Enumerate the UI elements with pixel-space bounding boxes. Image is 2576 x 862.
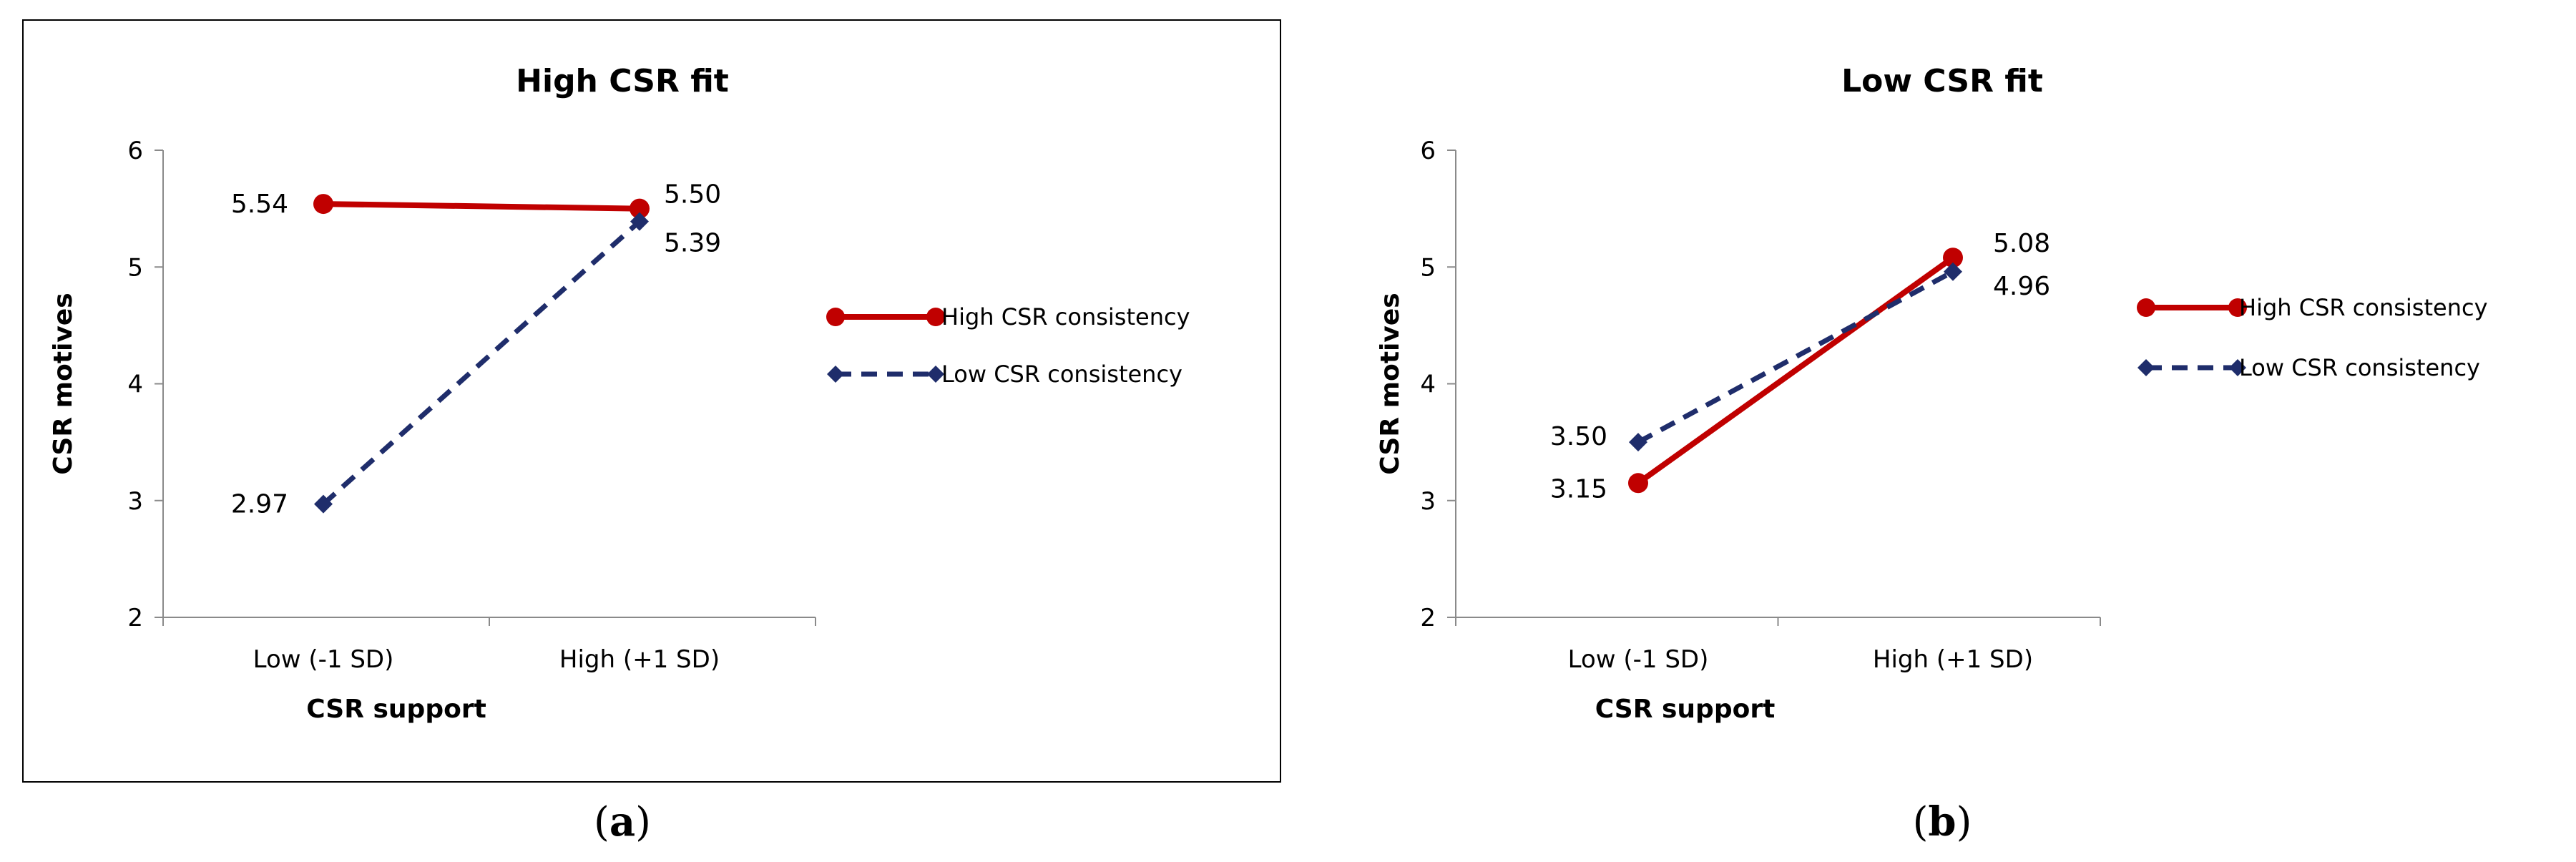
legend-label: Low CSR consistency (941, 361, 1182, 388)
x-tick-label: High (+1 SD) (559, 645, 720, 674)
y-tick-label: 3 (1420, 487, 1436, 516)
x-axis-label: CSR support (1595, 695, 1776, 724)
data-point-diamond (1629, 433, 1647, 452)
legend-marker-circle (826, 308, 845, 326)
data-label: 5.08 (1993, 229, 2050, 258)
chart-title: High CSR fit (516, 63, 729, 99)
series-line-low-consistency (321, 219, 642, 506)
data-point-circle (313, 194, 333, 215)
y-tick-label: 2 (1420, 604, 1436, 632)
panel-frame (22, 19, 1281, 783)
data-label: 4.96 (1993, 272, 2050, 301)
legend-marker-circle (2137, 298, 2155, 317)
legend-label: Low CSR consistency (2239, 354, 2480, 381)
data-point-diamond (630, 212, 649, 231)
legend-marker-diamond (2229, 359, 2246, 376)
x-axis-label: CSR support (306, 695, 486, 724)
data-label: 5.39 (664, 229, 721, 258)
data-label: 5.54 (231, 190, 288, 219)
data-point-circle (1628, 473, 1648, 494)
y-tick-label: 4 (127, 371, 143, 399)
x-tick-label: High (+1 SD) (1873, 645, 2033, 674)
data-label: 3.15 (1550, 474, 1607, 504)
series-line-high-consistency (1636, 255, 1955, 486)
data-point-diamond (1944, 262, 1962, 281)
y-tick-label: 4 (1420, 371, 1436, 399)
legend-marker-diamond (827, 366, 844, 383)
panel-caption: (a) (594, 798, 651, 846)
legend-marker-diamond (927, 366, 944, 383)
series-line-high-consistency (323, 201, 640, 212)
legend-marker-diamond (2137, 359, 2155, 376)
y-tick-label: 6 (127, 137, 143, 165)
legend-marker-circle (2228, 298, 2247, 317)
y-tick-label: 3 (127, 487, 143, 516)
y-tick-label: 5 (1420, 253, 1436, 282)
y-axis-label: CSR motives (1376, 293, 1405, 474)
x-tick-label: Low (-1 SD) (253, 645, 394, 674)
data-label: 5.50 (664, 180, 721, 210)
legend-marker-circle (926, 308, 945, 326)
y-tick-label: 5 (127, 253, 143, 282)
y-axis-label: CSR motives (49, 293, 78, 474)
data-point-diamond (314, 494, 333, 514)
panel-caption: (b) (1913, 798, 1972, 846)
series-line-low-consistency (1637, 269, 1954, 445)
y-tick-label: 6 (1420, 137, 1436, 165)
chart-title: Low CSR fit (1841, 63, 2043, 99)
data-label: 2.97 (231, 490, 288, 519)
legend-label: High CSR consistency (2239, 294, 2488, 321)
data-label: 3.50 (1550, 422, 1607, 451)
x-tick-label: Low (-1 SD) (1568, 645, 1709, 674)
data-point-circle (1943, 248, 1963, 268)
y-tick-label: 2 (127, 604, 143, 632)
data-point-circle (630, 198, 650, 219)
legend-label: High CSR consistency (941, 303, 1190, 330)
